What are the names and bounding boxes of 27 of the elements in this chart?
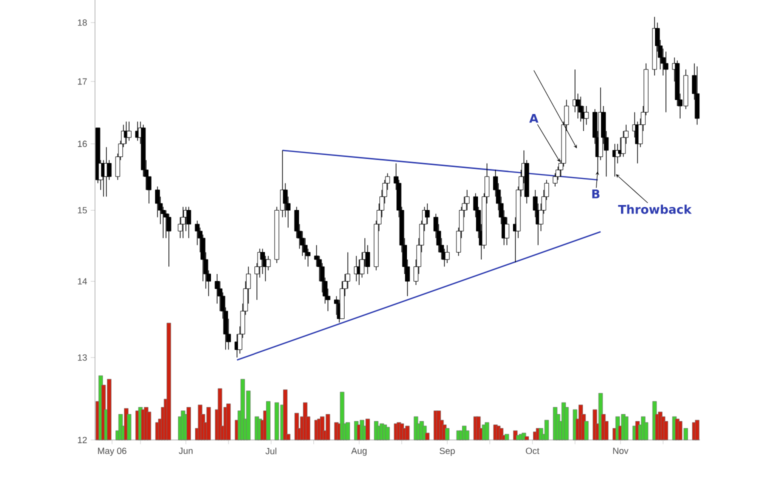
annotation: Throwback <box>618 204 692 214</box>
candlestick <box>266 256 271 271</box>
candlestick <box>504 216 510 246</box>
y-tick-label: 15 <box>78 207 87 214</box>
x-tick-label: Nov <box>613 448 628 454</box>
y-tick-label: 18 <box>78 19 87 26</box>
candlestick <box>575 93 580 119</box>
x-tick-label: Sep <box>440 448 455 456</box>
y-tick-label: 12 <box>78 436 87 444</box>
annotation: A <box>529 114 538 123</box>
candlestick <box>664 51 668 113</box>
candlestick <box>166 213 172 268</box>
x-tick-label: Jul <box>266 448 276 454</box>
candlestick <box>584 106 589 126</box>
x-tick-label: Jun <box>178 448 193 454</box>
y-tick-label: 13 <box>78 354 87 361</box>
candlestick <box>106 160 112 180</box>
candlestick <box>424 203 430 224</box>
candlestick <box>126 121 132 142</box>
x-tick-label: May 06 <box>98 448 126 456</box>
candlestick <box>444 244 450 264</box>
x-tick-label: Aug <box>351 448 367 456</box>
y-tick-label: 16 <box>78 140 87 148</box>
x-tick-label: Oct <box>526 448 540 454</box>
annotation: B <box>592 190 600 198</box>
y-tick-label: 17 <box>78 78 87 85</box>
y-tick-label: 14 <box>78 278 87 284</box>
